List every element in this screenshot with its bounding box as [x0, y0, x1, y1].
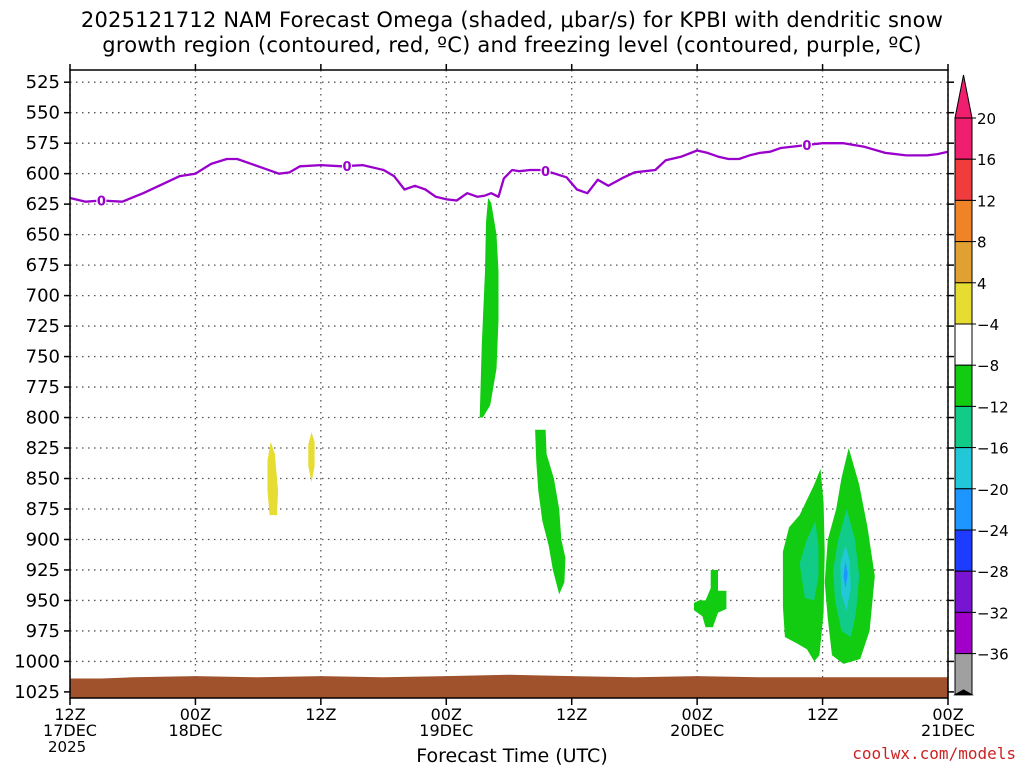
- credit-text: coolwx.com/models: [852, 744, 1016, 763]
- colorbar-label: 8: [977, 234, 987, 252]
- y-tick-label: 1000: [14, 651, 60, 672]
- y-tick-label: 525: [26, 72, 60, 93]
- y-tick-label: 875: [26, 499, 60, 520]
- chart-title-line-2: growth region (contoured, red, ºC) and f…: [102, 33, 922, 57]
- x-tick-date-label: 18DEC: [168, 721, 222, 740]
- x-tick-label: 00Z: [180, 705, 211, 724]
- x-tick-label: 12Z: [807, 705, 838, 724]
- y-tick-label: 800: [26, 408, 60, 429]
- chart-title-line-1: 2025121712 NAM Forecast Omega (shaded, μ…: [80, 8, 944, 32]
- omega-shading: [267, 198, 875, 664]
- colorbar-swatch: [954, 158, 973, 201]
- x-tick-label: 00Z: [431, 705, 462, 724]
- colorbar-label: −4: [977, 316, 999, 334]
- omega-region: [308, 432, 315, 483]
- colorbar-label: 16: [977, 151, 996, 169]
- y-tick-label: 550: [26, 103, 60, 124]
- y-tick-label: 600: [26, 164, 60, 185]
- y-tick-label: 925: [26, 560, 60, 581]
- y-tick-label: 1025: [14, 682, 60, 703]
- freezing-level-label: 0: [342, 160, 351, 175]
- omega-region: [479, 198, 499, 418]
- x-axis-label: Forecast Time (UTC): [416, 745, 608, 767]
- colorbar-swatch: [954, 653, 973, 696]
- colorbar-swatch: [954, 241, 973, 284]
- colorbar-label: 20: [977, 110, 996, 128]
- terrain: [70, 674, 948, 698]
- omega-region: [535, 429, 566, 595]
- freezing-level-line: [69, 142, 949, 203]
- y-tick-label: 900: [26, 529, 60, 550]
- x-tick-label: 12Z: [305, 705, 336, 724]
- y-tick-label: 625: [26, 194, 60, 215]
- x-tick-label: 12Z: [556, 705, 587, 724]
- x-tick-label: 12Z: [54, 705, 85, 724]
- colorbar-label: −36: [977, 646, 1009, 664]
- y-tick-label: 675: [26, 255, 60, 276]
- colorbar-label: −24: [977, 522, 1009, 540]
- omega-region: [799, 521, 819, 601]
- colorbar-bottom-arrow: [953, 689, 974, 696]
- colorbar-label: −16: [977, 440, 1009, 458]
- x-tick-label: 00Z: [681, 705, 712, 724]
- colorbar-swatch: [954, 364, 973, 407]
- x-tick-date-label: 21DEC: [921, 721, 975, 740]
- y-tick-label: 975: [26, 621, 60, 642]
- colorbar-label: 4: [977, 275, 987, 293]
- omega-region: [694, 570, 727, 628]
- colorbar-label: 12: [977, 192, 996, 210]
- colorbar-swatch: [954, 323, 973, 366]
- colorbar-swatch: [954, 199, 973, 243]
- colorbar-label: −20: [977, 481, 1009, 499]
- axes: 525 550 575 600 625 650 675 700 725 750 775 800 825 8…: [14, 64, 975, 740]
- colorbar: 20 16 12 8 4 −4 −8 −12 −16 −20 −24 −28 −32 −36: [953, 74, 1009, 696]
- colorbar-swatch: [954, 447, 973, 490]
- y-tick-label: 575: [26, 133, 60, 154]
- colorbar-swatch: [954, 488, 973, 531]
- freezing-level-label-bg: [341, 159, 352, 174]
- colorbar-label: −28: [977, 563, 1009, 581]
- y-tick-label: 650: [26, 225, 60, 246]
- omega-region: [267, 441, 278, 516]
- colorbar-label: −8: [977, 357, 999, 375]
- colorbar-label: −12: [977, 398, 1009, 416]
- y-tick-label: 700: [26, 286, 60, 307]
- y-tick-label: 725: [26, 316, 60, 337]
- x-tick-label: 00Z: [932, 705, 963, 724]
- terrain-band: [70, 674, 948, 698]
- colorbar-swatch: [954, 405, 973, 449]
- freezing-level-label-bg: [96, 193, 107, 208]
- colorbar-top-arrow: [954, 74, 973, 119]
- y-tick-label: 950: [26, 590, 60, 611]
- freezing-level-label: 0: [541, 165, 550, 180]
- colorbar-swatch: [954, 570, 973, 613]
- freezing-level-label-bg: [801, 137, 812, 152]
- y-tick-label: 850: [26, 469, 60, 490]
- y-tick-label: 750: [26, 347, 60, 368]
- colorbar-swatch: [954, 529, 973, 572]
- colorbar-label: −32: [977, 604, 1009, 622]
- x-tick-date-label: 17DEC: [43, 721, 97, 740]
- y-tick-label: 775: [26, 377, 60, 398]
- y-tick-label: 825: [26, 438, 60, 459]
- x-tick-year: 2025: [48, 738, 87, 756]
- colorbar-swatch: [954, 117, 973, 160]
- freezing-level-label-bg: [540, 164, 551, 179]
- plot-frame: [69, 69, 949, 699]
- colorbar-swatch: [954, 282, 973, 325]
- freezing-level: 0 0 0 0: [69, 137, 949, 209]
- freezing-level-label: 0: [802, 139, 811, 154]
- omega-region: [843, 561, 848, 589]
- colorbar-swatch: [954, 611, 973, 655]
- freezing-level-label: 0: [97, 194, 106, 209]
- x-tick-date-label: 19DEC: [419, 721, 473, 740]
- x-tick-date-label: 20DEC: [670, 721, 724, 740]
